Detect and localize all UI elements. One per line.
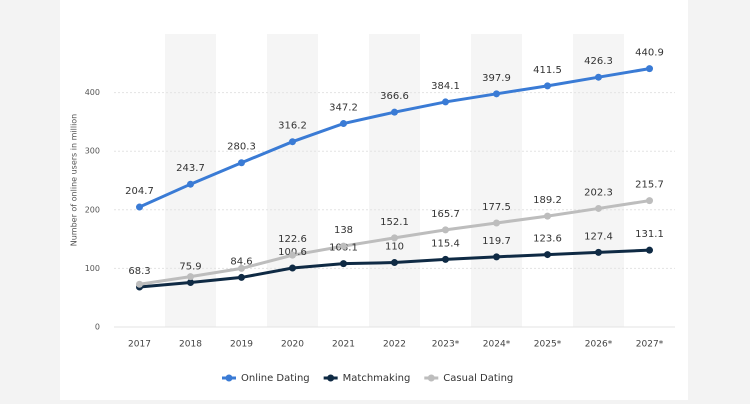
data-label: 123.6 [533,234,562,245]
y-tick-label: 300 [85,147,100,156]
data-label: 84.6 [230,256,252,267]
data-label: 110 [385,242,404,253]
data-label: 131.1 [635,229,664,240]
data-label: 177.5 [482,202,511,213]
data-label: 366.6 [380,91,409,102]
data-label: 215.7 [635,180,664,191]
x-tick-label: 2027* [636,340,664,350]
data-label: 280.3 [227,142,256,153]
data-point [289,264,296,272]
data-label: 119.7 [482,236,511,247]
legend-label: Casual Dating [443,373,513,384]
x-tick-label: 2022 [383,340,406,350]
y-tick-label: 0 [95,323,100,332]
data-point [391,108,398,116]
column-band [369,34,420,327]
data-point [391,259,398,267]
legend-marker [427,374,435,382]
y-tick-label: 200 [85,205,100,214]
column-band [573,34,624,327]
legend-marker [225,374,233,382]
data-label: 411.5 [533,65,562,76]
column-band [471,34,522,327]
data-label: 316.2 [278,121,307,132]
x-tick-label: 2019 [230,340,253,350]
legend-marker [327,374,335,382]
data-label: 397.9 [482,73,511,84]
data-point [493,219,500,227]
data-label: 202.3 [584,187,613,198]
data-point [493,253,500,261]
legend-label: Online Dating [241,373,310,384]
data-label: 75.9 [179,262,201,273]
x-tick-label: 2025* [534,340,562,350]
y-axis-title: Number of online users in million [70,114,79,247]
x-tick-label: 2024* [483,340,511,350]
data-point [595,73,602,81]
data-label: 347.2 [329,103,358,114]
legend-label: Matchmaking [343,373,411,384]
data-point [238,273,245,281]
data-label: 426.3 [584,56,613,67]
data-label: 115.4 [431,238,460,249]
data-point [544,82,551,90]
data-point [136,203,143,211]
data-point [340,260,347,268]
data-label: 152.1 [380,217,409,228]
data-label: 68.3 [128,266,150,277]
data-point [289,138,296,146]
data-point [238,159,245,167]
data-point [391,234,398,242]
y-tick-label: 400 [85,88,100,97]
data-point [595,248,602,256]
data-label: 189.2 [533,195,562,206]
x-tick-label: 2020 [281,340,304,350]
data-label: 384.1 [431,81,460,92]
x-tick-label: 2023* [432,340,460,350]
data-point [187,279,194,287]
data-point [289,251,296,259]
data-point [646,197,653,205]
x-tick-label: 2018 [179,340,202,350]
data-label: 440.9 [635,48,664,59]
data-point [238,264,245,272]
data-label: 138 [334,225,353,236]
x-tick-label: 2026* [585,340,613,350]
data-point [493,90,500,98]
data-label: 127.4 [584,231,613,242]
data-point [187,273,194,281]
data-point [187,180,194,188]
x-tick-label: 2017 [128,340,151,350]
data-point [646,65,653,73]
data-point [340,242,347,250]
y-tick-label: 100 [85,264,100,273]
data-point [442,226,449,234]
data-point [136,280,143,288]
data-point [595,204,602,212]
data-point [544,251,551,259]
data-point [646,246,653,254]
data-label: 122.6 [278,234,307,245]
column-band [267,34,318,327]
data-point [340,120,347,128]
data-label: 204.7 [125,186,154,197]
data-point [442,98,449,106]
data-label: 165.7 [431,209,460,220]
data-label: 243.7 [176,163,205,174]
x-tick-label: 2021 [332,340,355,350]
data-point [442,255,449,263]
data-point [544,212,551,220]
